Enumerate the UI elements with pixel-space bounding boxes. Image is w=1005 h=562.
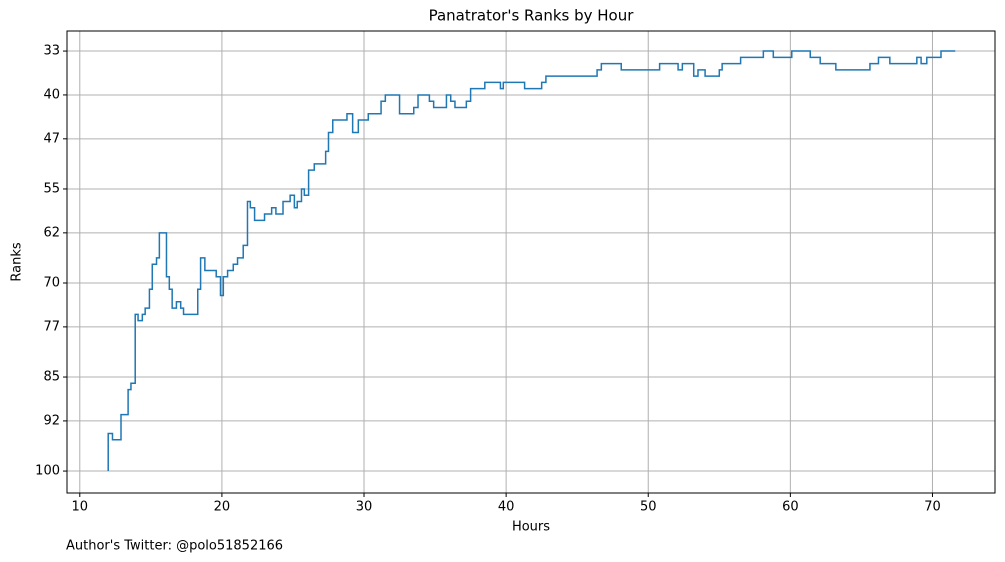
y-tick-label: 47 xyxy=(43,131,60,146)
x-axis-label: Hours xyxy=(512,520,550,535)
y-tick-label: 100 xyxy=(35,464,60,479)
y-tick-label: 55 xyxy=(43,181,60,196)
y-tick-label: 40 xyxy=(43,87,60,102)
plot-frame xyxy=(66,30,996,494)
x-tick-label: 60 xyxy=(782,500,799,515)
x-tick-label: 50 xyxy=(640,500,657,515)
y-tick-label: 77 xyxy=(43,319,60,334)
y-tick-label: 92 xyxy=(43,413,60,428)
footer: Author's Twitter: @polo51852166 xyxy=(66,539,283,554)
x-tick-label: 20 xyxy=(214,500,231,515)
x-tick-label: 70 xyxy=(924,500,941,515)
y-tick-label: 62 xyxy=(43,225,60,240)
x-tick-label: 40 xyxy=(498,500,515,515)
chart-title: Panatrator's Ranks by Hour xyxy=(429,7,635,25)
x-tick-label: 10 xyxy=(72,500,89,515)
y-axis-label: Ranks xyxy=(10,242,25,281)
x-tick-label: 30 xyxy=(356,500,373,515)
y-tick-label: 85 xyxy=(43,370,60,385)
y-tick-label: 33 xyxy=(43,44,60,59)
step-line xyxy=(107,50,956,472)
y-tick-label: 70 xyxy=(43,276,60,291)
